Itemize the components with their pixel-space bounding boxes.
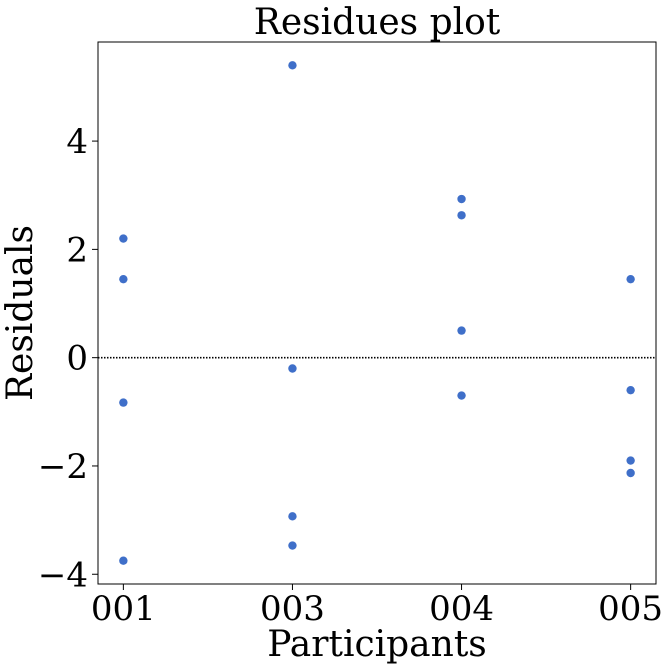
data-point bbox=[457, 194, 466, 204]
data-point bbox=[626, 385, 635, 395]
data-point bbox=[626, 468, 635, 478]
x-tick-label-003: 003 bbox=[260, 589, 325, 629]
data-point bbox=[119, 274, 128, 284]
data-points-layer bbox=[119, 61, 635, 565]
y-tick-label: 0 bbox=[66, 339, 88, 379]
y-tick-label: 2 bbox=[66, 230, 88, 270]
y-axis-label: Residuals bbox=[0, 225, 41, 401]
plot-frame bbox=[97, 41, 657, 585]
y-tick-label: −2 bbox=[38, 447, 88, 487]
x-tick-label-005: 005 bbox=[598, 589, 663, 629]
data-point bbox=[288, 364, 297, 373]
data-point bbox=[288, 61, 297, 70]
data-point bbox=[119, 398, 128, 407]
y-tick-label: −4 bbox=[38, 555, 88, 595]
chart-title: Residues plot bbox=[254, 2, 501, 43]
data-point bbox=[457, 211, 466, 220]
y-tick-label: 4 bbox=[66, 122, 88, 162]
data-point bbox=[626, 274, 635, 284]
x-tick-label-001: 001 bbox=[91, 589, 156, 629]
data-point bbox=[288, 512, 297, 521]
x-axis-label: Participants bbox=[267, 624, 487, 665]
data-point bbox=[119, 234, 128, 243]
data-point bbox=[288, 541, 297, 550]
axis-ticks-layer: 001 003 004 005 −4 −2 0 2 4 bbox=[38, 122, 663, 629]
data-point bbox=[457, 391, 466, 400]
data-point bbox=[119, 556, 128, 565]
x-tick-label-004: 004 bbox=[429, 589, 494, 629]
data-point bbox=[626, 456, 635, 465]
data-point bbox=[457, 326, 466, 335]
